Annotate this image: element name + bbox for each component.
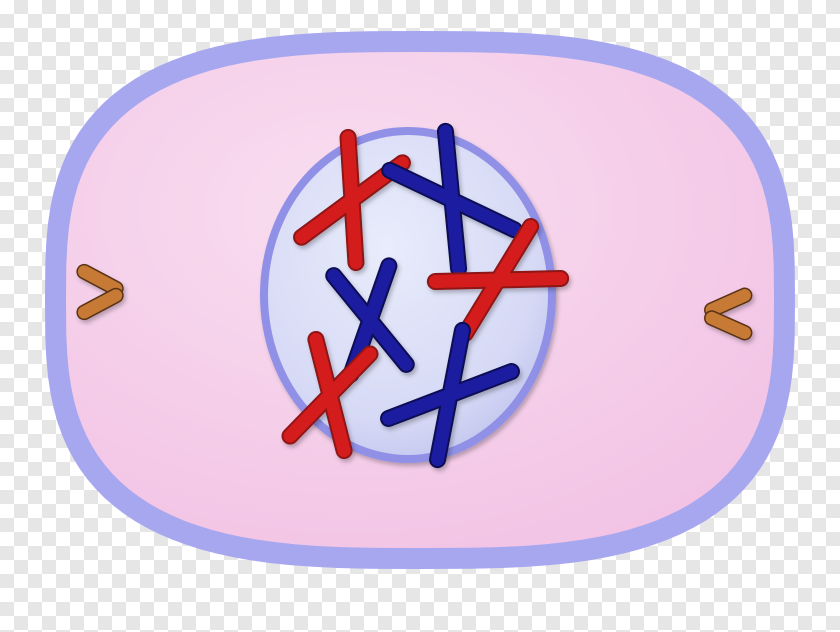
cell-diagram (0, 0, 840, 632)
transparency-background (0, 0, 840, 632)
